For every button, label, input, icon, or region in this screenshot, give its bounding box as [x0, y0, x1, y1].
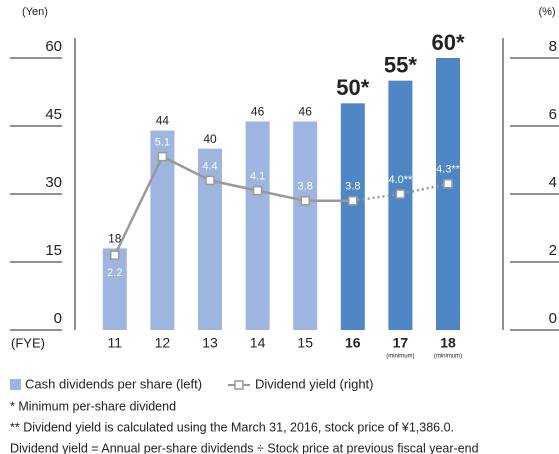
x-tick-label: 18 — [440, 335, 456, 351]
bar — [340, 103, 365, 330]
legend-label: Cash dividends per share (left) — [25, 376, 202, 391]
yield-marker — [300, 196, 310, 206]
x-tick-label: 13 — [202, 335, 218, 351]
yield-value-label: 4.3** — [436, 164, 461, 176]
yield-value-label: 4.4 — [202, 160, 217, 172]
y2-tick-label: 2 — [549, 242, 557, 259]
yield-line-forecast — [352, 182, 449, 203]
bar-value-label: 46 — [251, 105, 265, 119]
y2-tick-label: 0 — [549, 310, 557, 327]
y2-tick-label: 8 — [549, 38, 557, 55]
x-tick-label: 16 — [345, 335, 361, 351]
yield-line — [113, 154, 353, 256]
bar — [436, 58, 460, 330]
yield-value-label: 4.0** — [388, 174, 413, 186]
footnote: ** Dividend yield is calculated using th… — [10, 420, 454, 434]
yield-value-label: 3.8 — [298, 181, 313, 193]
x-tick-label: 17 — [393, 335, 409, 351]
legend-swatch-bar — [10, 379, 21, 390]
y2-unit: (%) — [538, 6, 555, 18]
x-label: (FYE) — [11, 335, 45, 350]
yield-value-label: 5.1 — [155, 137, 170, 149]
yield-marker — [252, 185, 263, 196]
x-tick-note: (minimum) — [386, 354, 414, 360]
x-tick-note: (minimum) — [434, 354, 462, 360]
x-tick-label: 14 — [250, 335, 266, 351]
yield-value-label: 3.8 — [345, 181, 360, 193]
bar — [388, 80, 413, 331]
y2-tick-label: 6 — [549, 106, 557, 123]
yield-marker — [395, 189, 406, 199]
yield-value-label: 2.2 — [107, 267, 122, 279]
x-tick-label: 11 — [108, 335, 123, 351]
legend-label: Dividend yield (right) — [255, 376, 374, 391]
y2-tick-label: 4 — [549, 174, 557, 191]
y-tick-label: 30 — [45, 174, 62, 191]
bar-value-label: 40 — [203, 132, 217, 146]
bar — [150, 130, 175, 330]
yield-value-label: 4.1 — [250, 171, 265, 183]
bar-value-label: 44 — [156, 114, 170, 128]
y-tick-label: 60 — [45, 38, 62, 55]
y-tick-label: 0 — [54, 310, 62, 327]
bar-value-label: 18 — [108, 232, 122, 246]
legend-swatch-marker — [234, 380, 244, 390]
y-unit: (Yen) — [22, 6, 48, 18]
bar-value-label: 55* — [384, 52, 417, 77]
y-tick-label: 45 — [45, 106, 62, 123]
yield-marker — [157, 151, 168, 162]
bar — [293, 121, 318, 330]
yield-marker — [110, 250, 120, 260]
x-tick-label: 12 — [155, 335, 171, 351]
yield-marker — [205, 175, 215, 186]
x-tick-label: 15 — [297, 335, 313, 351]
footnote: Dividend yield = Annual per-share divide… — [10, 441, 479, 454]
bar-value-label: 60* — [431, 30, 464, 55]
footnote: * Minimum per-share dividend — [10, 399, 176, 413]
y-tick-label: 15 — [45, 242, 62, 259]
bar — [102, 248, 127, 330]
yield-marker — [443, 179, 453, 189]
bar-value-label: 46 — [299, 105, 313, 119]
yield-marker — [348, 196, 358, 206]
bar — [245, 121, 270, 330]
bar-value-label: 50* — [336, 75, 369, 100]
